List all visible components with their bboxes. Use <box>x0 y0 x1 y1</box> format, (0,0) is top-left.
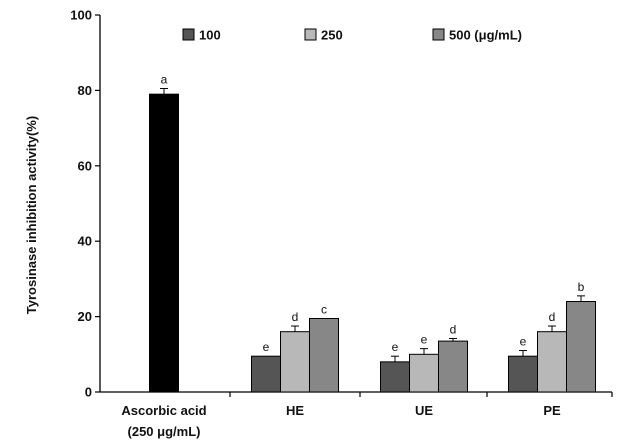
legend-label: 500 (μg/mL) <box>449 28 522 43</box>
significance-label: e <box>520 335 527 349</box>
legend-swatch <box>304 28 317 41</box>
y-tick-label: 0 <box>85 385 92 400</box>
legend: 100 250 500 (μg/mL) <box>182 28 522 43</box>
x-tick-label: (250 μg/mL) <box>128 424 201 439</box>
legend-swatch <box>432 28 445 41</box>
significance-label: e <box>392 340 399 354</box>
significance-label: a <box>161 73 168 87</box>
x-tick-label: UE <box>415 403 433 418</box>
y-axis-title: Tyrosinase inhibition activity(%) <box>24 116 39 314</box>
y-tick-label: 40 <box>78 234 92 249</box>
y-tick-label: 60 <box>78 158 92 173</box>
bar <box>280 331 310 393</box>
bar <box>251 355 281 393</box>
bar <box>409 353 439 393</box>
significance-label: d <box>292 310 299 324</box>
bar <box>309 317 339 393</box>
x-tick-label: HE <box>286 403 304 418</box>
significance-label: b <box>578 280 585 294</box>
bars: a e e e d e d c d b <box>149 73 596 393</box>
bar <box>537 331 567 393</box>
significance-label: e <box>263 340 270 354</box>
bar <box>149 93 179 393</box>
legend-label: 250 <box>321 28 343 43</box>
significance-label: d <box>549 310 556 324</box>
y-tick-label: 80 <box>78 83 92 98</box>
axes: 0 20 40 60 80 100 Ascorbic acid (250 μg/mL) HE UE… <box>70 8 613 439</box>
legend-label: 100 <box>199 28 221 43</box>
y-tick-label: 100 <box>70 8 92 23</box>
bar <box>380 361 410 393</box>
bar <box>566 301 596 393</box>
significance-label: d <box>450 322 457 336</box>
bar <box>438 340 468 393</box>
x-tick-label: Ascorbic acid <box>121 403 206 418</box>
bar <box>508 355 538 393</box>
y-tick-label: 20 <box>78 309 92 324</box>
x-tick-label: PE <box>543 403 561 418</box>
significance-label: e <box>421 333 428 347</box>
significance-label: c <box>321 302 327 316</box>
legend-swatch <box>182 28 195 41</box>
